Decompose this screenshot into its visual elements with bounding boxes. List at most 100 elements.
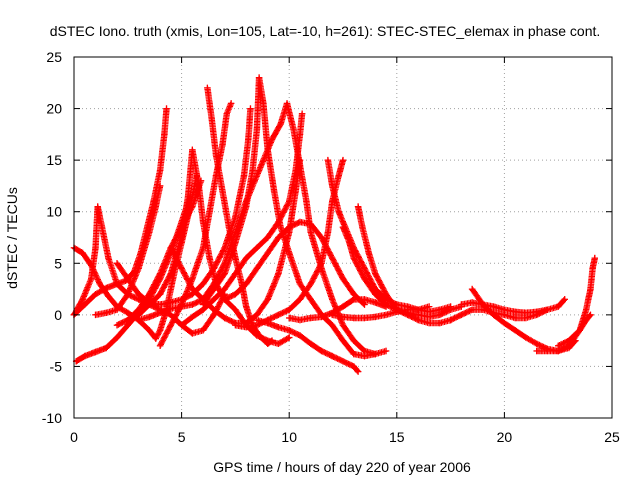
data-point: [286, 223, 293, 231]
data-point: [178, 265, 185, 272]
data-point: [199, 327, 207, 334]
data-point: [318, 260, 325, 267]
data-point: [296, 280, 304, 288]
data-point: [511, 314, 519, 322]
data-point: [156, 309, 164, 316]
data-point: [247, 105, 254, 112]
data-point: [135, 291, 142, 298]
data-point: [307, 314, 314, 322]
data-point: [249, 167, 256, 174]
data-point: [307, 296, 314, 303]
data-point: [561, 296, 568, 303]
data-point: [490, 303, 497, 310]
series-arc-13: [135, 100, 390, 358]
y-tick-label: 5: [54, 255, 62, 271]
data-point: [103, 284, 110, 292]
data-point: [92, 311, 99, 319]
data-point: [221, 260, 228, 267]
data-point: [240, 172, 248, 179]
data-point: [152, 203, 159, 210]
data-point: [221, 270, 228, 277]
data-point: [275, 324, 282, 331]
series-arc-21: [354, 203, 454, 327]
data-point: [307, 220, 314, 228]
data-point: [199, 296, 207, 303]
data-point: [307, 229, 314, 236]
data-point: [346, 239, 353, 246]
data-point: [382, 291, 390, 298]
data-point: [425, 303, 433, 310]
data-point: [303, 198, 310, 205]
data-point: [232, 306, 239, 313]
data-point: [468, 306, 476, 313]
data-point: [146, 291, 153, 298]
data-point: [361, 265, 368, 272]
data-point: [359, 223, 366, 231]
data-point: [113, 334, 121, 341]
data-point: [253, 265, 261, 272]
data-point: [511, 327, 519, 334]
data-point: [286, 198, 293, 205]
data-point: [199, 244, 207, 252]
data-point: [372, 291, 379, 298]
y-tick-label: 0: [54, 307, 62, 323]
data-point: [286, 334, 293, 341]
data-point: [206, 254, 213, 262]
data-point: [195, 182, 203, 190]
data-point: [350, 314, 357, 322]
data-point: [225, 223, 233, 231]
data-point: [277, 120, 284, 128]
data-point: [354, 203, 362, 210]
data-point: [221, 244, 228, 252]
data-point: [296, 296, 304, 303]
data-point: [286, 249, 293, 257]
data-point: [277, 223, 284, 231]
data-point: [264, 296, 271, 303]
data-point: [113, 306, 121, 313]
data-point: [324, 156, 332, 164]
data-point: [501, 311, 508, 319]
tick-label-layer: 0 5 10 15 20 25 -10 -5 0 5 10 15 20 25: [42, 49, 620, 445]
data-point: [329, 296, 336, 303]
data-point: [533, 340, 540, 347]
data-point: [242, 324, 250, 331]
data-point: [589, 265, 596, 272]
data-point: [415, 306, 422, 313]
data-point: [264, 249, 271, 257]
data-point: [544, 306, 551, 313]
data-point: [286, 306, 293, 313]
y-tick-label: 10: [46, 204, 62, 220]
data-point: [275, 311, 282, 319]
data-point: [329, 309, 336, 316]
data-point: [339, 337, 347, 344]
series-arc-27: [555, 311, 594, 349]
data-point: [318, 313, 325, 321]
data-point: [436, 319, 444, 327]
data-point: [436, 311, 444, 319]
data-point: [199, 306, 207, 313]
data-point: [318, 234, 325, 241]
data-point: [458, 311, 465, 319]
data-point: [113, 280, 121, 288]
data-point: [232, 291, 239, 298]
data-point: [178, 303, 185, 310]
data-point: [587, 285, 594, 293]
series-arc-14: [221, 218, 368, 308]
data-point: [296, 316, 304, 324]
data-point: [350, 363, 357, 370]
data-point: [156, 167, 164, 174]
data-point: [219, 187, 226, 195]
data-point: [124, 275, 131, 282]
data-point: [329, 254, 336, 262]
series-arc-22: [286, 296, 390, 324]
data-point: [404, 311, 411, 319]
data-point: [232, 254, 239, 262]
data-point: [152, 335, 159, 342]
data-point: [372, 313, 379, 321]
data-point: [253, 244, 261, 252]
plot-frame: [73, 56, 613, 419]
x-tick-label: 5: [178, 429, 186, 445]
data-point: [425, 313, 433, 321]
data-point: [576, 327, 583, 334]
